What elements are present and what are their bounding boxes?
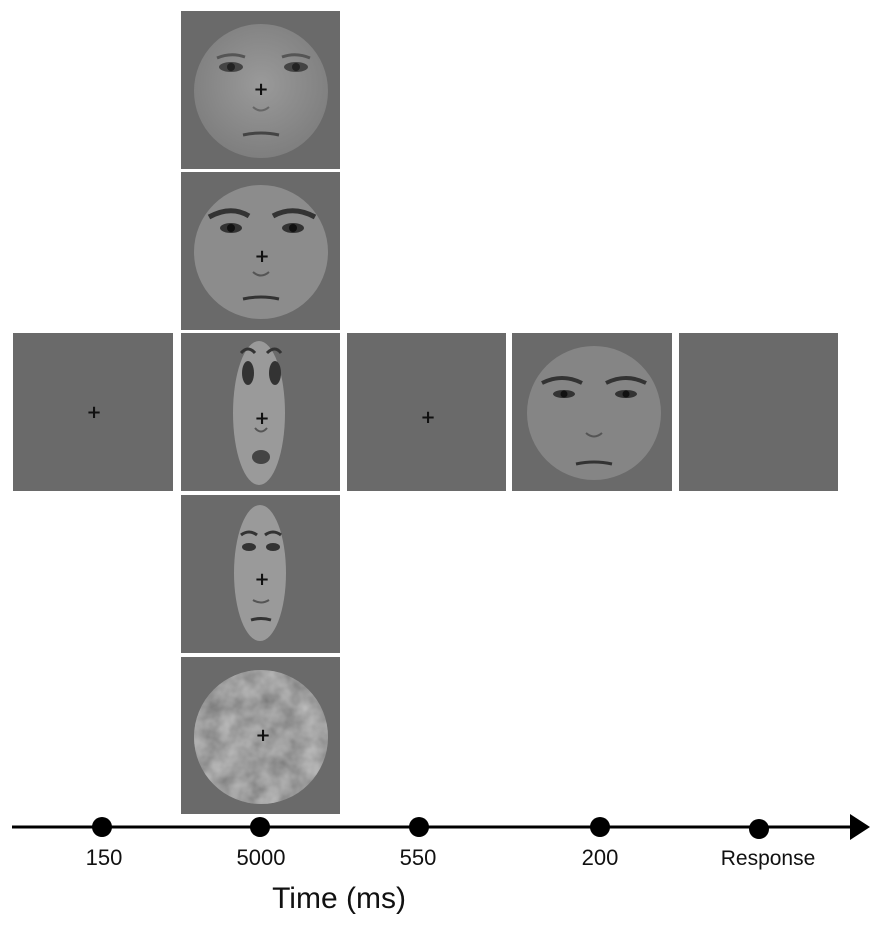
timeline-point-1 xyxy=(92,817,112,837)
stimulus-panel-face-female: + xyxy=(181,11,340,169)
fixation-cross: + xyxy=(254,569,270,590)
timeline-point-2 xyxy=(250,817,270,837)
face-image-narrow xyxy=(234,505,286,641)
fixation-cross: + xyxy=(86,402,102,423)
timeline-point-5 xyxy=(749,819,769,839)
stimulus-panel-face-male: + xyxy=(181,172,340,330)
fixation-cross: + xyxy=(420,407,436,428)
timeline-label-3: 550 xyxy=(399,845,437,870)
test-face-panel xyxy=(512,333,672,491)
fixation-panel-1: + xyxy=(13,333,173,491)
face-image-vertical-stretched xyxy=(233,341,285,485)
fixation-cross: + xyxy=(253,79,269,100)
face-image-test xyxy=(527,346,661,480)
response-panel xyxy=(679,333,838,491)
timeline-arrowhead xyxy=(850,814,870,840)
face-image-female xyxy=(194,24,328,158)
timeline-label-2: 5000 xyxy=(236,845,286,870)
timeline-point-4 xyxy=(590,817,610,837)
axis-title: Time (ms) xyxy=(272,882,406,915)
timeline-label-1: 150 xyxy=(85,845,123,870)
fixation-cross: + xyxy=(255,725,271,746)
fixation-cross: + xyxy=(254,246,270,267)
timeline-point-3 xyxy=(409,817,429,837)
stimulus-panel-face-narrow: + xyxy=(181,495,340,653)
stimulus-panel-noise: + xyxy=(181,657,340,814)
fixation-panel-2: + xyxy=(347,333,506,491)
fixation-cross: + xyxy=(254,408,270,429)
noise-image xyxy=(194,670,328,804)
face-image-male xyxy=(194,185,328,319)
timeline-label-5: Response xyxy=(720,847,816,870)
timeline-label-4: 200 xyxy=(581,845,619,870)
stimulus-panel-face-inverted-stretched: + xyxy=(181,333,340,491)
